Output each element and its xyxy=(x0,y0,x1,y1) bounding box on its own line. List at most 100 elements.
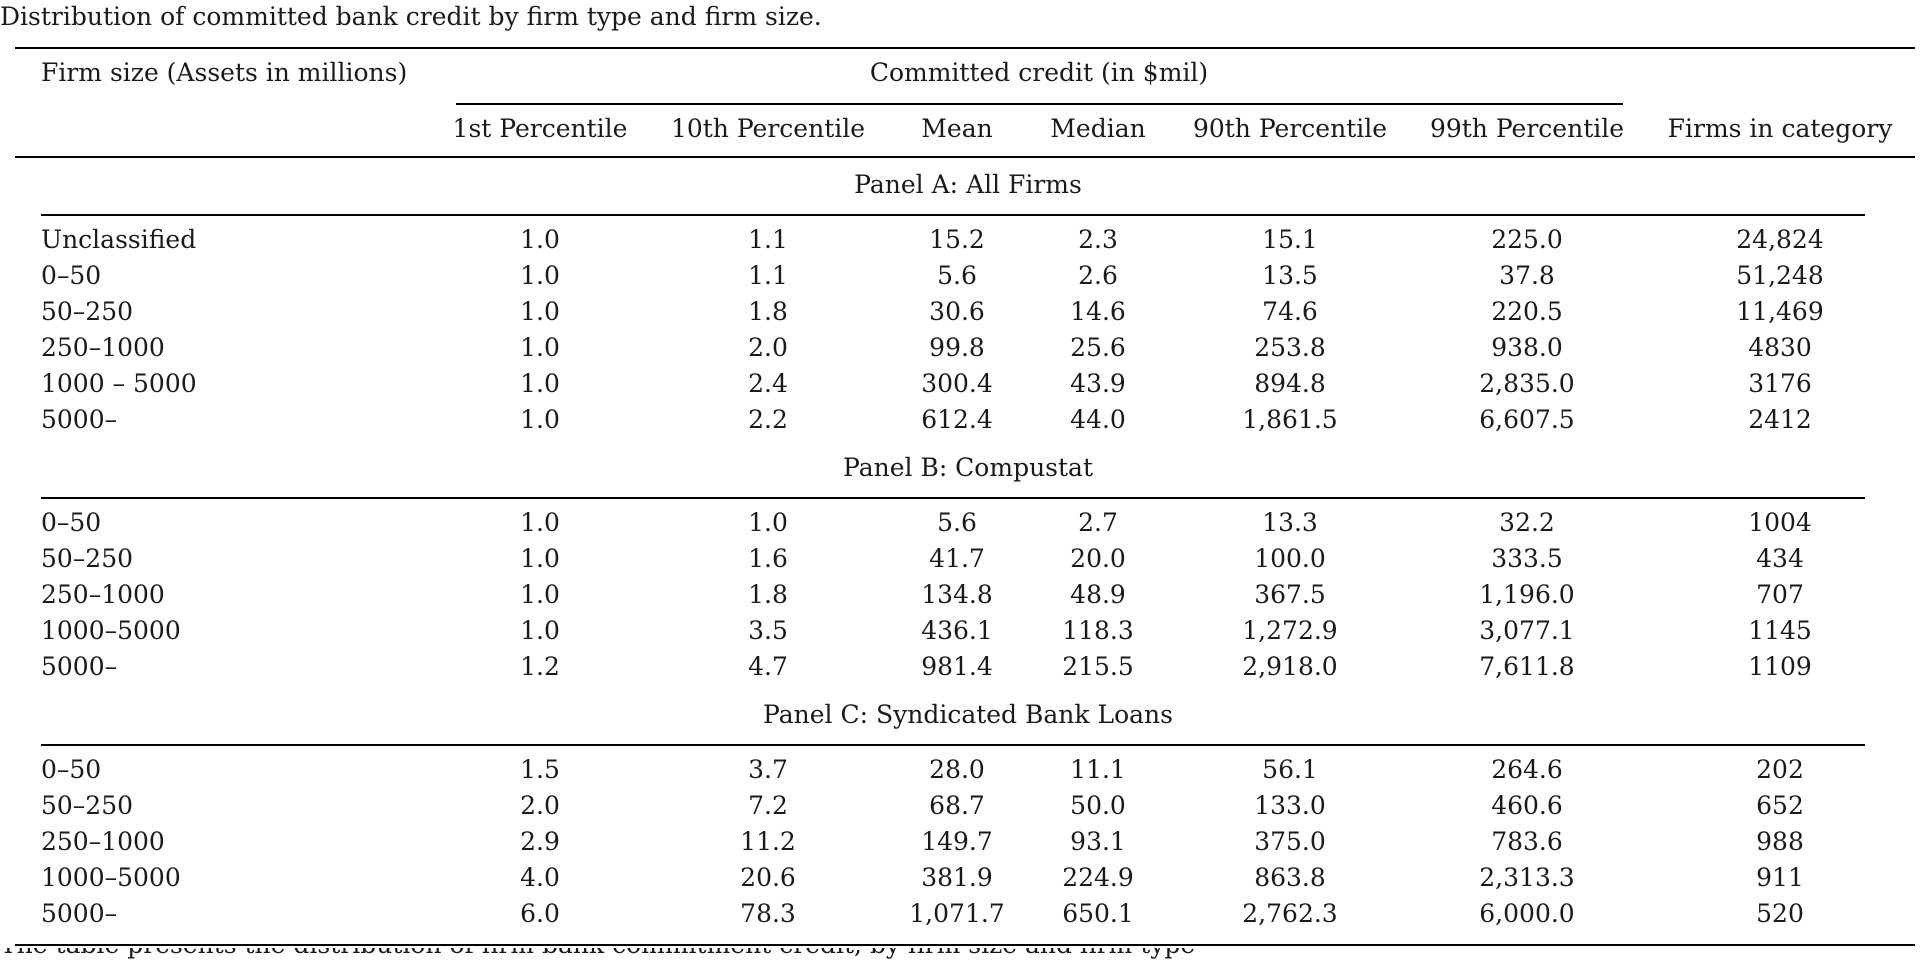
table-cell: 367.5 xyxy=(1254,580,1326,609)
table-cell: 43.9 xyxy=(1070,369,1126,398)
table-cell: 1,272.9 xyxy=(1242,616,1338,645)
table-cell: 2.0 xyxy=(520,791,560,820)
table-cell: 3,077.1 xyxy=(1479,616,1575,645)
table-cell: 99.8 xyxy=(929,333,985,362)
table-cell: 202 xyxy=(1756,755,1804,784)
table-cell: 1004 xyxy=(1748,508,1812,537)
table-cell: 1145 xyxy=(1748,616,1812,645)
table-cell: 28.0 xyxy=(929,755,985,784)
row-label-header: Firm size (Assets in millions) xyxy=(41,58,408,87)
panel-rule xyxy=(41,497,1865,499)
table-cell: 3176 xyxy=(1748,369,1812,398)
row-label: 1000–5000 xyxy=(41,863,181,892)
table-cell: 93.1 xyxy=(1070,827,1126,856)
table-cell: 51,248 xyxy=(1736,261,1824,290)
table-cell: 1.0 xyxy=(520,508,560,537)
table-cell: 1.1 xyxy=(748,225,788,254)
table-cell: 2.0 xyxy=(748,333,788,362)
table-cell: 7.2 xyxy=(748,791,788,820)
table-cell: 1.8 xyxy=(748,297,788,326)
row-label: 50–250 xyxy=(41,297,134,326)
table-cell: 2.4 xyxy=(748,369,788,398)
table-cell: 988 xyxy=(1756,827,1804,856)
table-cell: 13.3 xyxy=(1262,508,1318,537)
table-cell: 15.1 xyxy=(1262,225,1318,254)
table-cell: 11.1 xyxy=(1070,755,1126,784)
panel-title: Panel B: Compustat xyxy=(843,453,1093,482)
table-cell: 44.0 xyxy=(1070,405,1126,434)
table-cell: 20.6 xyxy=(740,863,796,892)
row-label: 250–1000 xyxy=(41,827,165,856)
table-cell: 100.0 xyxy=(1254,544,1326,573)
group-header-rule xyxy=(456,103,1623,105)
table-cell: 375.0 xyxy=(1254,827,1326,856)
table-cell: 436.1 xyxy=(921,616,993,645)
column-header: 1st Percentile xyxy=(452,114,628,143)
table-cell: 133.0 xyxy=(1254,791,1326,820)
table-cell: 56.1 xyxy=(1262,755,1318,784)
panel-rule xyxy=(41,744,1865,746)
table-cell: 14.6 xyxy=(1070,297,1126,326)
table-cell: 1.6 xyxy=(748,544,788,573)
table-cell: 3.5 xyxy=(748,616,788,645)
row-label: 0–50 xyxy=(41,508,102,537)
table-cell: 2,762.3 xyxy=(1242,899,1338,928)
table-cell: 4.7 xyxy=(748,652,788,681)
table-cell: 938.0 xyxy=(1491,333,1563,362)
table-top-rule xyxy=(15,47,1915,49)
panel-rule xyxy=(41,214,1865,216)
row-label: 1000 – 5000 xyxy=(41,369,197,398)
table-cell: 1.0 xyxy=(520,580,560,609)
table-cell: 50.0 xyxy=(1070,791,1126,820)
column-header: Firms in category xyxy=(1667,114,1893,143)
table-bottom-rule xyxy=(15,944,1915,946)
table-cell: 1.1 xyxy=(748,261,788,290)
table-cell: 300.4 xyxy=(921,369,993,398)
row-label: 50–250 xyxy=(41,791,134,820)
table-cell: 434 xyxy=(1756,544,1804,573)
row-label: 250–1000 xyxy=(41,333,165,362)
table-cell: 2.3 xyxy=(1078,225,1118,254)
table-cell: 5.6 xyxy=(937,261,977,290)
table-cell: 30.6 xyxy=(929,297,985,326)
table-cell: 650.1 xyxy=(1062,899,1134,928)
table-cell: 783.6 xyxy=(1491,827,1563,856)
row-label: 0–50 xyxy=(41,755,102,784)
table-cell: 911 xyxy=(1756,863,1804,892)
table-cell: 118.3 xyxy=(1062,616,1134,645)
table-cell: 1.0 xyxy=(520,261,560,290)
table-cell: 1,071.7 xyxy=(909,899,1005,928)
table-caption: Distribution of committed bank credit by… xyxy=(0,2,822,31)
table-cell: 48.9 xyxy=(1070,580,1126,609)
footnote-cut-off: The table presents the distribution of f… xyxy=(0,948,1930,960)
table-cell: 215.5 xyxy=(1062,652,1134,681)
row-label: 5000– xyxy=(41,652,118,681)
table-cell: 863.8 xyxy=(1254,863,1326,892)
table-cell: 2.2 xyxy=(748,405,788,434)
table-cell: 6.0 xyxy=(520,899,560,928)
row-label: 5000– xyxy=(41,405,118,434)
table-cell: 2.7 xyxy=(1078,508,1118,537)
table-cell: 11,469 xyxy=(1736,297,1824,326)
table-cell: 652 xyxy=(1756,791,1804,820)
row-label: Unclassified xyxy=(41,225,197,254)
table-cell: 981.4 xyxy=(921,652,993,681)
table-cell: 3.7 xyxy=(748,755,788,784)
table-cell: 2,918.0 xyxy=(1242,652,1338,681)
row-label: 1000–5000 xyxy=(41,616,181,645)
panel-title: Panel C: Syndicated Bank Loans xyxy=(763,700,1173,729)
table-cell: 2412 xyxy=(1748,405,1812,434)
panel-title: Panel A: All Firms xyxy=(854,170,1082,199)
table-cell: 149.7 xyxy=(921,827,993,856)
table-cell: 894.8 xyxy=(1254,369,1326,398)
row-label: 0–50 xyxy=(41,261,102,290)
table-cell: 264.6 xyxy=(1491,755,1563,784)
table-cell: 7,611.8 xyxy=(1479,652,1575,681)
table-cell: 1.5 xyxy=(520,755,560,784)
table-cell: 707 xyxy=(1756,580,1804,609)
table-cell: 1.0 xyxy=(520,225,560,254)
table-cell: 220.5 xyxy=(1491,297,1563,326)
table-cell: 78.3 xyxy=(740,899,796,928)
row-label: 250–1000 xyxy=(41,580,165,609)
table-cell: 460.6 xyxy=(1491,791,1563,820)
